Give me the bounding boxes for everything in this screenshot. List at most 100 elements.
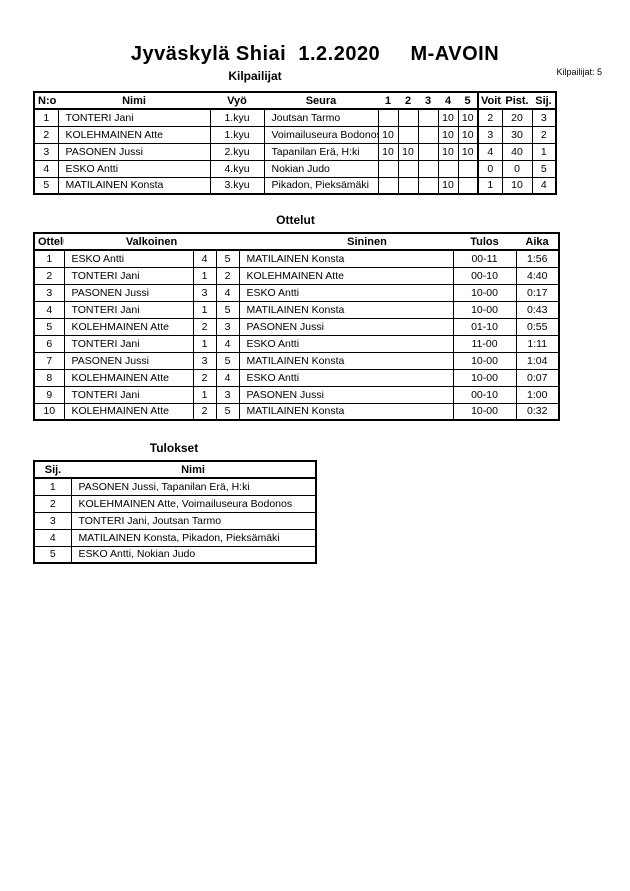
col-header-r5: 5 bbox=[458, 91, 478, 110]
cell-result: 11-00 bbox=[452, 334, 517, 353]
cell-name: PASONEN Jussi bbox=[57, 142, 211, 161]
cell-blue-name: MATILAINEN Konsta bbox=[238, 300, 454, 319]
match-row: 4 TONTERI Jani 1 5 MATILAINEN Konsta 10-… bbox=[33, 300, 560, 319]
col-header-result: Tulos bbox=[453, 232, 516, 251]
cell-blue-name: ESKO Antti bbox=[238, 283, 454, 302]
cell-no: 2 bbox=[33, 125, 59, 144]
cell-no: 1 bbox=[33, 108, 59, 127]
col-header-r4: 4 bbox=[438, 91, 458, 110]
cell-white-name: KOLEHMAINEN Atte bbox=[63, 402, 194, 421]
cell-belt: 4.kyu bbox=[209, 159, 265, 178]
cell-place: 4 bbox=[33, 528, 72, 547]
cell-blue-name: MATILAINEN Konsta bbox=[238, 351, 454, 370]
cell-match-no: 4 bbox=[33, 300, 65, 319]
cell-time: 0:07 bbox=[515, 368, 560, 387]
cell-blue-no: 5 bbox=[215, 300, 240, 319]
cell-wins: 2 bbox=[477, 108, 503, 127]
col-header-time: Aika bbox=[516, 232, 559, 251]
cell-result: 10-00 bbox=[452, 283, 517, 302]
cell-match-no: 7 bbox=[33, 351, 65, 370]
cell-club: Tapanilan Erä, H:ki bbox=[263, 142, 379, 161]
match-row: 9 TONTERI Jani 1 3 PASONEN Jussi 00-10 1… bbox=[33, 385, 560, 404]
cell-blue-name: MATILAINEN Konsta bbox=[238, 402, 454, 421]
cell-blue-no: 4 bbox=[215, 283, 240, 302]
cell-blue-no: 4 bbox=[215, 334, 240, 353]
cell-time: 1:56 bbox=[515, 249, 560, 268]
cell-score-4: 10 bbox=[437, 176, 459, 195]
cell-score-1 bbox=[377, 176, 399, 195]
cell-time: 0:43 bbox=[515, 300, 560, 319]
cell-no: 5 bbox=[33, 176, 59, 195]
cell-result: 10-00 bbox=[452, 351, 517, 370]
col-header-wins: Voit. bbox=[477, 91, 502, 110]
cell-white-name: TONTERI Jani bbox=[63, 266, 194, 285]
cell-club: Pikadon, Pieksämäki bbox=[263, 176, 379, 195]
cell-wins: 3 bbox=[477, 125, 503, 144]
cell-name: KOLEHMAINEN Atte bbox=[57, 125, 211, 144]
cell-result: 00-11 bbox=[452, 249, 517, 268]
cell-match-no: 5 bbox=[33, 317, 65, 336]
cell-score-5: 10 bbox=[457, 142, 479, 161]
cell-blue-no: 4 bbox=[215, 368, 240, 387]
cell-score-4 bbox=[437, 159, 459, 178]
cell-blue-name: PASONEN Jussi bbox=[238, 317, 454, 336]
cell-score-4: 10 bbox=[437, 125, 459, 144]
cell-time: 0:32 bbox=[515, 402, 560, 421]
cell-white-name: ESKO Antti bbox=[63, 249, 194, 268]
cell-match-no: 8 bbox=[33, 368, 65, 387]
cell-white-no: 1 bbox=[192, 334, 217, 353]
cell-match-no: 2 bbox=[33, 266, 65, 285]
match-row: 5 KOLEHMAINEN Atte 2 3 PASONEN Jussi 01-… bbox=[33, 317, 560, 336]
cell-result: 00-10 bbox=[452, 385, 517, 404]
cell-score-1 bbox=[377, 159, 399, 178]
cell-match-no: 3 bbox=[33, 283, 65, 302]
col-header-place: Sij. bbox=[532, 91, 556, 110]
cell-score-2 bbox=[397, 159, 419, 178]
cell-blue-no: 3 bbox=[215, 385, 240, 404]
match-row: 10 KOLEHMAINEN Atte 2 5 MATILAINEN Konst… bbox=[33, 402, 560, 421]
section-title-tulokset: Tulokset bbox=[149, 441, 199, 455]
cell-white-no: 2 bbox=[192, 317, 217, 336]
cell-club: Voimailuseura Bodonos bbox=[263, 125, 379, 144]
cell-blue-name: ESKO Antti bbox=[238, 334, 454, 353]
result-row: 4 MATILAINEN Konsta, Pikadon, Pieksämäki bbox=[33, 528, 317, 547]
competitor-count-label: Kilpailijat: 5 bbox=[556, 67, 602, 77]
cell-place: 1 bbox=[33, 477, 72, 496]
cell-score-3 bbox=[417, 125, 439, 144]
matches-header-row: Ottelu Valkoinen Sininen Tulos Aika bbox=[34, 232, 559, 251]
cell-score-5 bbox=[457, 176, 479, 195]
cell-white-no: 3 bbox=[192, 351, 217, 370]
cell-place: 4 bbox=[531, 176, 557, 195]
cell-time: 1:04 bbox=[515, 351, 560, 370]
cell-score-1 bbox=[377, 108, 399, 127]
cell-time: 4:40 bbox=[515, 266, 560, 285]
cell-white-no: 1 bbox=[192, 300, 217, 319]
cell-score-5: 10 bbox=[457, 125, 479, 144]
result-row: 1 PASONEN Jussi, Tapanilan Erä, H:ki bbox=[33, 477, 317, 496]
results-table: Sij. Nimi 1 PASONEN Jussi, Tapanilan Erä… bbox=[33, 460, 317, 564]
cell-result: 00-10 bbox=[452, 266, 517, 285]
competitor-row: 3 PASONEN Jussi 2.kyu Tapanilan Erä, H:k… bbox=[33, 142, 557, 161]
cell-score-4: 10 bbox=[437, 142, 459, 161]
cell-score-2 bbox=[397, 176, 419, 195]
competitors-header-row: N:o Nimi Vyö Seura 1 2 3 4 5 Voit. Pist.… bbox=[34, 91, 556, 110]
cell-white-no: 1 bbox=[192, 266, 217, 285]
cell-belt: 1.kyu bbox=[209, 108, 265, 127]
match-row: 2 TONTERI Jani 1 2 KOLEHMAINEN Atte 00-1… bbox=[33, 266, 560, 285]
cell-points: 30 bbox=[501, 125, 533, 144]
cell-score-2: 10 bbox=[397, 142, 419, 161]
cell-white-no: 2 bbox=[192, 402, 217, 421]
cell-score-3 bbox=[417, 159, 439, 178]
cell-name: MATILAINEN Konsta bbox=[57, 176, 211, 195]
cell-time: 0:55 bbox=[515, 317, 560, 336]
cell-score-3 bbox=[417, 176, 439, 195]
cell-result: 01-10 bbox=[452, 317, 517, 336]
cell-points: 0 bbox=[501, 159, 533, 178]
cell-match-no: 10 bbox=[33, 402, 65, 421]
cell-blue-no: 5 bbox=[215, 402, 240, 421]
competitor-row: 4 ESKO Antti 4.kyu Nokian Judo 0 0 5 bbox=[33, 159, 557, 178]
cell-white-name: PASONEN Jussi bbox=[63, 351, 194, 370]
cell-white-name: TONTERI Jani bbox=[63, 385, 194, 404]
cell-no: 3 bbox=[33, 142, 59, 161]
